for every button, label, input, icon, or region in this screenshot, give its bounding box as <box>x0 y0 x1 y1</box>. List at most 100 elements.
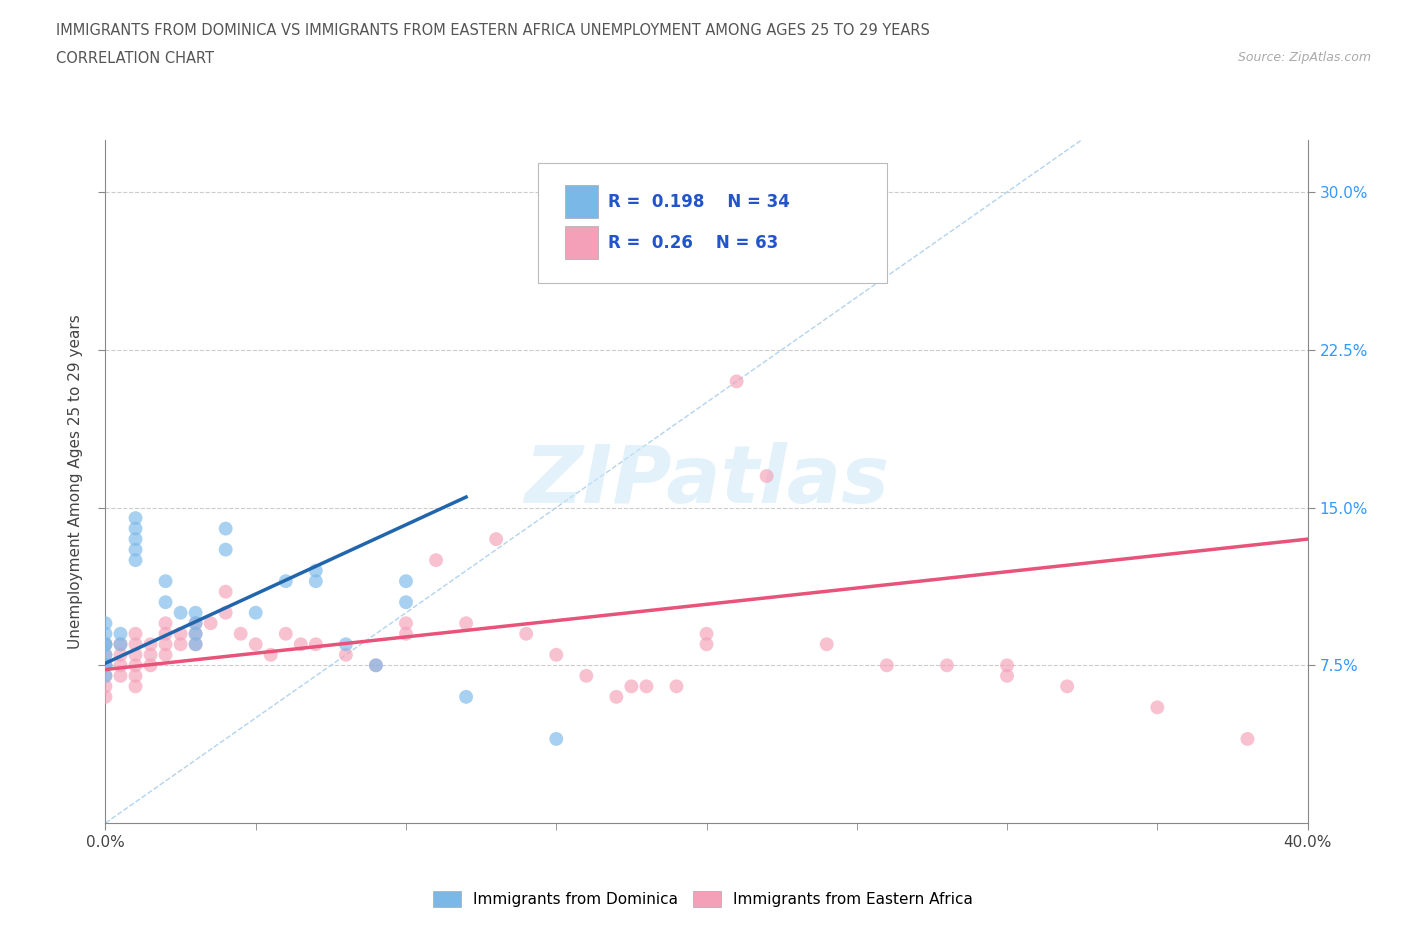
Point <box>94 616 117 631</box>
Point <box>1236 732 1258 747</box>
Point <box>995 669 1018 684</box>
Point <box>94 669 117 684</box>
Point <box>335 647 357 662</box>
Point <box>364 658 387 672</box>
Point <box>995 658 1018 672</box>
Point <box>139 637 162 652</box>
Point <box>94 647 117 662</box>
Point <box>936 658 959 672</box>
Point <box>184 637 207 652</box>
Point <box>124 669 146 684</box>
Point <box>124 511 146 525</box>
Point <box>110 637 132 652</box>
Point <box>665 679 688 694</box>
Point <box>214 521 236 536</box>
Point <box>184 626 207 641</box>
FancyBboxPatch shape <box>565 185 599 219</box>
Point <box>725 374 748 389</box>
Point <box>395 595 418 610</box>
Point <box>139 658 162 672</box>
Point <box>395 574 418 589</box>
Point <box>94 658 117 672</box>
Point <box>110 637 132 652</box>
Point <box>200 616 222 631</box>
Text: R =  0.26    N = 63: R = 0.26 N = 63 <box>607 233 778 252</box>
Point <box>94 689 117 704</box>
Point <box>94 637 117 652</box>
Point <box>124 658 146 672</box>
Point <box>335 637 357 652</box>
Point <box>290 637 312 652</box>
Point <box>184 616 207 631</box>
Point <box>124 647 146 662</box>
Point <box>124 521 146 536</box>
Point <box>155 574 177 589</box>
Point <box>1146 700 1168 715</box>
Point <box>94 679 117 694</box>
Point <box>575 669 598 684</box>
Legend: Immigrants from Dominica, Immigrants from Eastern Africa: Immigrants from Dominica, Immigrants fro… <box>427 884 979 913</box>
Point <box>110 647 132 662</box>
Point <box>245 637 267 652</box>
Point <box>94 637 117 652</box>
Point <box>124 637 146 652</box>
Point <box>815 637 838 652</box>
Point <box>124 532 146 547</box>
Point <box>155 626 177 641</box>
Point <box>155 595 177 610</box>
Point <box>94 669 117 684</box>
Point <box>94 658 117 672</box>
Point <box>110 669 132 684</box>
Point <box>696 637 718 652</box>
Point <box>515 626 537 641</box>
Point <box>305 564 328 578</box>
Point <box>124 626 146 641</box>
Point <box>260 647 283 662</box>
Point <box>454 689 477 704</box>
Point <box>169 626 191 641</box>
Point <box>124 552 146 567</box>
Point <box>546 647 568 662</box>
Point <box>395 616 418 631</box>
Point <box>425 552 447 567</box>
Text: CORRELATION CHART: CORRELATION CHART <box>56 51 214 66</box>
FancyBboxPatch shape <box>538 164 887 283</box>
Point <box>485 532 508 547</box>
Point <box>245 605 267 620</box>
Y-axis label: Unemployment Among Ages 25 to 29 years: Unemployment Among Ages 25 to 29 years <box>67 314 83 648</box>
Point <box>454 616 477 631</box>
Text: Source: ZipAtlas.com: Source: ZipAtlas.com <box>1237 51 1371 64</box>
Point <box>184 626 207 641</box>
Point <box>169 637 191 652</box>
Point <box>274 574 297 589</box>
Point <box>876 658 898 672</box>
Point <box>94 658 117 672</box>
Point <box>305 637 328 652</box>
Point <box>1056 679 1078 694</box>
Point <box>274 626 297 641</box>
Point <box>124 542 146 557</box>
Point <box>184 616 207 631</box>
Point <box>696 626 718 641</box>
Point <box>110 658 132 672</box>
Point <box>155 616 177 631</box>
Point <box>94 637 117 652</box>
Point <box>214 542 236 557</box>
Point <box>214 605 236 620</box>
Point <box>184 605 207 620</box>
Point <box>155 647 177 662</box>
Point <box>229 626 252 641</box>
Point <box>110 626 132 641</box>
Point <box>155 637 177 652</box>
Point <box>755 469 778 484</box>
Point <box>139 647 162 662</box>
Point <box>124 679 146 694</box>
Point <box>214 584 236 599</box>
Point <box>546 732 568 747</box>
FancyBboxPatch shape <box>565 226 599 259</box>
Point <box>305 574 328 589</box>
Point <box>94 626 117 641</box>
Point <box>636 679 658 694</box>
Point <box>184 637 207 652</box>
Text: IMMIGRANTS FROM DOMINICA VS IMMIGRANTS FROM EASTERN AFRICA UNEMPLOYMENT AMONG AG: IMMIGRANTS FROM DOMINICA VS IMMIGRANTS F… <box>56 23 931 38</box>
